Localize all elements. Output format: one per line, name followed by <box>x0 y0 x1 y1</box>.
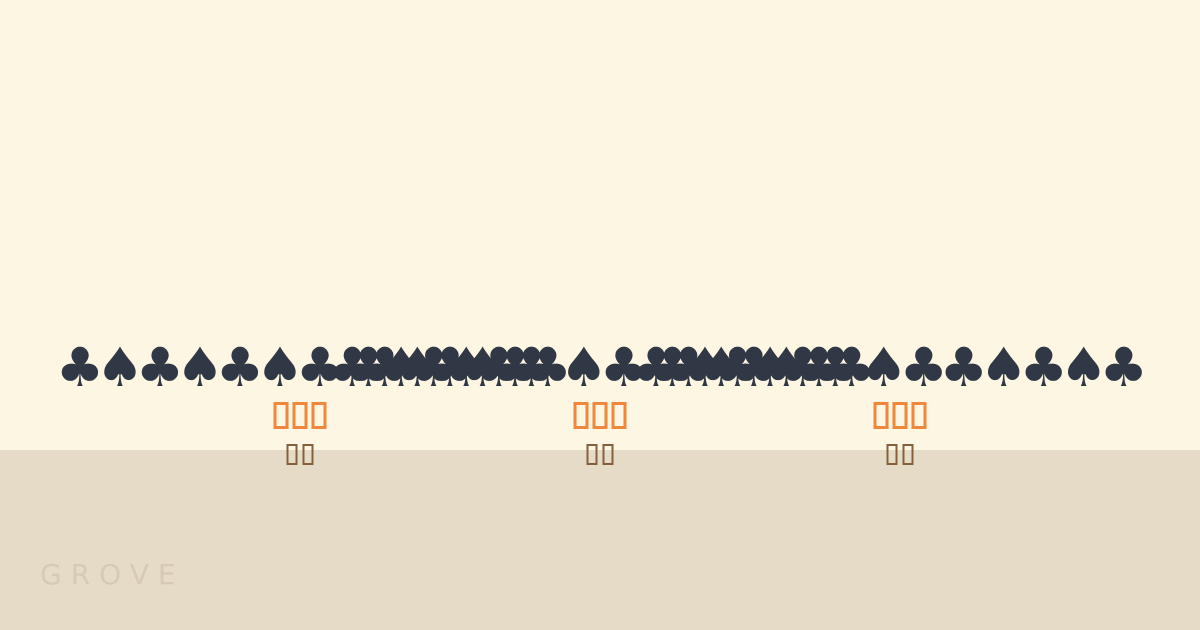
label-group-3 <box>873 402 927 465</box>
club-suit-icon: ♣ <box>135 336 185 399</box>
spade-suit-icon: ♠ <box>1059 336 1108 399</box>
missing-glyph-box <box>292 402 308 429</box>
club-suit-icon: ♣ <box>899 336 948 399</box>
missing-glyph-box <box>902 444 914 465</box>
missing-glyph-box <box>302 444 314 465</box>
spade-suit-icon: ♠ <box>255 336 305 399</box>
missing-glyph-box <box>892 402 908 429</box>
label-1-title-placeholder <box>273 402 327 429</box>
club-suit-icon: ♣ <box>215 336 265 399</box>
missing-glyph-box <box>873 402 889 429</box>
spade-suit-icon: ♠ <box>559 336 609 399</box>
club-suit-icon: ♣ <box>523 336 572 399</box>
missing-glyph-box <box>886 444 898 465</box>
missing-glyph-box <box>273 402 289 429</box>
suit-cluster-2: ♣ ♣ ♣ ♠ ♠ ♣ ♣ ♠ ♠ ♣ ♣ ♣ ♣ <box>632 336 876 399</box>
label-3-title-placeholder <box>873 402 927 429</box>
club-suit-icon: ♣ <box>1019 336 1068 399</box>
missing-glyph-box <box>311 402 327 429</box>
missing-glyph-box <box>573 402 589 429</box>
missing-glyph-box <box>611 402 627 429</box>
missing-glyph-box <box>602 444 614 465</box>
label-group-2 <box>573 402 627 465</box>
club-suit-icon: ♣ <box>599 336 649 399</box>
missing-glyph-box <box>592 402 608 429</box>
suit-run-left: ♣ ♠ ♣ ♠ ♣ ♠ ♣ <box>55 336 345 399</box>
club-suit-icon: ♣ <box>1099 336 1148 399</box>
label-1-subtitle-placeholder <box>286 444 314 465</box>
club-suit-icon: ♣ <box>55 336 105 399</box>
missing-glyph-box <box>586 444 598 465</box>
label-group-1 <box>273 402 327 465</box>
label-2-title-placeholder <box>573 402 627 429</box>
label-3-subtitle-placeholder <box>886 444 914 465</box>
club-suit-icon: ♣ <box>939 336 988 399</box>
spade-suit-icon: ♠ <box>95 336 145 399</box>
missing-glyph-box <box>286 444 298 465</box>
spade-suit-icon: ♠ <box>859 336 908 399</box>
suit-symbol-row: ♣ ♠ ♣ ♠ ♣ ♠ ♣ ♣ ♣ ♣ ♠ ♠ ♣ ♣ ♠ ♠ ♣ ♣ ♣ ♣ ♠ ♣ ♣ ♣ ♣ ♠ ♠ ♣ ♣ ♠ ♠ ♣ ♣ ♣ ♣ ♠… <box>55 336 1148 399</box>
missing-glyph-box <box>911 402 927 429</box>
club-suit-icon: ♣ <box>295 336 345 399</box>
suit-run-right: ♠ ♣ ♣ ♠ ♣ ♠ ♣ <box>859 336 1148 399</box>
label-2-subtitle-placeholder <box>586 444 614 465</box>
suit-run-middle: ♠ ♣ <box>559 336 649 399</box>
suit-cluster-1: ♣ ♣ ♣ ♠ ♠ ♣ ♣ ♠ ♠ ♣ ♣ ♣ ♣ <box>328 336 572 399</box>
club-suit-icon: ♣ <box>827 336 876 399</box>
spade-suit-icon: ♠ <box>175 336 225 399</box>
spade-suit-icon: ♠ <box>979 336 1028 399</box>
bottom-band <box>0 450 1200 630</box>
grove-watermark: GROVE <box>40 558 185 591</box>
